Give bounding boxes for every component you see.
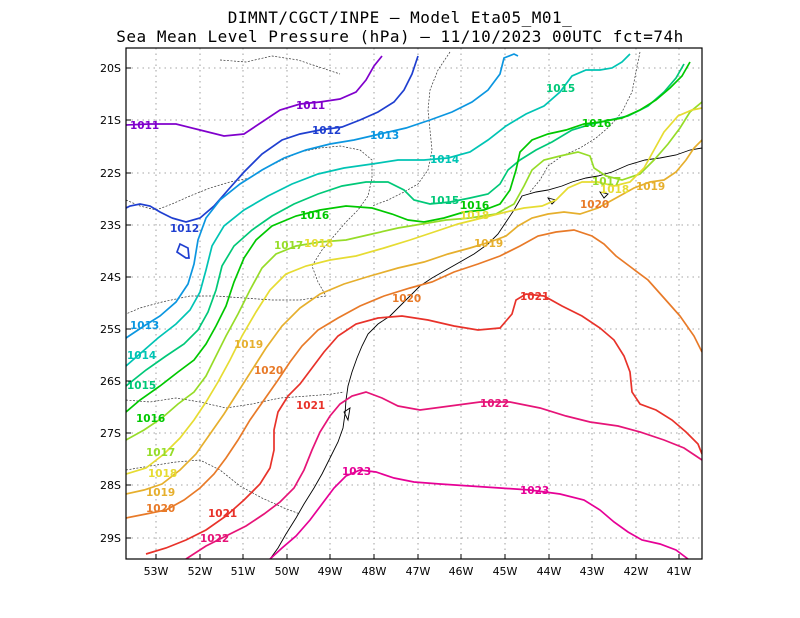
title-line-1: DIMNT/CGCT/INPE – Model Eta05_M01_ xyxy=(227,8,573,27)
lon-label: 47W xyxy=(406,565,431,578)
contour-label: 1023 xyxy=(342,466,371,478)
lat-label: 20S xyxy=(100,62,121,75)
lon-label: 41W xyxy=(667,565,692,578)
lon-axis-labels: 53W 52W 51W 50W 49W 48W 47W 46W 45W 44W … xyxy=(144,565,692,578)
contour-label: 1015 xyxy=(430,195,459,207)
border xyxy=(219,55,341,75)
lon-label: 45W xyxy=(493,565,518,578)
contour-label: 1018 xyxy=(304,238,333,250)
state-borders xyxy=(126,51,641,515)
isobar-1021 xyxy=(145,293,702,555)
plot-frame xyxy=(125,47,703,560)
isobar-1016 xyxy=(126,61,691,413)
contour-label: 1017 xyxy=(274,240,303,252)
contour-label: 1021 xyxy=(520,291,549,303)
contour-label: 1016 xyxy=(300,210,329,222)
lon-label: 53W xyxy=(144,565,169,578)
lon-label: 46W xyxy=(449,565,474,578)
contour-labels: 1011 1011 1012 1012 1013 1013 1014 1014 … xyxy=(127,83,665,545)
contour-label: 1015 xyxy=(127,380,156,392)
lat-label: 29S xyxy=(100,532,121,545)
border xyxy=(126,391,345,409)
brazil-coast xyxy=(269,147,702,559)
lat-label: 26S xyxy=(100,375,121,388)
contour-label: 1018 xyxy=(148,468,177,480)
border xyxy=(529,51,641,193)
contour-label: 1012 xyxy=(170,223,199,235)
lon-label: 43W xyxy=(580,565,605,578)
lon-label: 42W xyxy=(624,565,649,578)
isobar-1011 xyxy=(126,55,383,137)
lat-label: 27S xyxy=(100,427,121,440)
contour-label: 1021 xyxy=(296,400,325,412)
contour-label: 1017 xyxy=(592,176,621,188)
contour-label: 1014 xyxy=(127,350,156,362)
contour-label: 1013 xyxy=(370,130,399,142)
contour-label: 1018 xyxy=(460,210,489,222)
lon-label: 48W xyxy=(362,565,387,578)
contour-label: 1012 xyxy=(312,125,341,137)
contour-label: 1020 xyxy=(392,293,421,305)
contour-label: 1013 xyxy=(130,320,159,332)
contour-label: 1023 xyxy=(520,485,549,497)
isobar-1013 xyxy=(126,53,519,339)
isobar-1019 xyxy=(126,139,702,495)
isobar-1017 xyxy=(126,101,702,441)
contour-label: 1022 xyxy=(200,533,229,545)
contour-label: 1020 xyxy=(146,503,175,515)
contour-label: 1021 xyxy=(208,508,237,520)
contour-label: 1011 xyxy=(130,120,159,132)
lat-axis-labels: 20S 21S 22S 23S 24S 25S 26S 27S 28S 29S xyxy=(100,62,121,545)
contour-label: 1016 xyxy=(136,413,165,425)
contour-label: 1016 xyxy=(582,118,611,130)
isobar-1018 xyxy=(126,107,702,475)
lat-label: 23S xyxy=(100,219,121,232)
isobar-1014 xyxy=(126,53,631,367)
contour-label: 1018 xyxy=(600,184,629,196)
border xyxy=(371,51,451,207)
grid-lines xyxy=(126,48,702,559)
lat-label: 22S xyxy=(100,167,121,180)
contour-label: 1015 xyxy=(546,83,575,95)
lon-label: 52W xyxy=(188,565,213,578)
contour-label: 1020 xyxy=(254,365,283,377)
contour-label: 1020 xyxy=(580,199,609,211)
lat-label: 28S xyxy=(100,479,121,492)
isobar-1020 xyxy=(126,229,702,519)
coastline xyxy=(269,147,702,559)
islands xyxy=(343,191,609,422)
lon-label: 44W xyxy=(537,565,562,578)
isobar-1012 xyxy=(126,55,419,259)
lon-label: 49W xyxy=(318,565,343,578)
contour-label: 1019 xyxy=(234,339,263,351)
border xyxy=(126,459,301,515)
contour-label: 1019 xyxy=(146,487,175,499)
tick-marks xyxy=(126,67,680,559)
isobars xyxy=(126,53,702,559)
title-line-2: Sea Mean Level Pressure (hPa) – 11/10/20… xyxy=(116,27,684,46)
contour-label: 1019 xyxy=(474,238,503,250)
contour-label: 1016 xyxy=(460,200,489,212)
lat-label: 25S xyxy=(100,323,121,336)
border xyxy=(126,295,327,315)
isobar-1023 xyxy=(269,469,689,559)
lat-label: 21S xyxy=(100,114,121,127)
isobar-1022 xyxy=(185,391,702,559)
lon-label: 50W xyxy=(275,565,300,578)
contour-label: 1017 xyxy=(146,447,175,459)
border xyxy=(126,145,373,297)
contour-label: 1011 xyxy=(296,100,325,112)
contour-label: 1022 xyxy=(480,398,509,410)
lat-label: 24S xyxy=(100,271,121,284)
contour-label: 1014 xyxy=(430,154,459,166)
lon-label: 51W xyxy=(231,565,256,578)
contour-label: 1019 xyxy=(636,181,665,193)
